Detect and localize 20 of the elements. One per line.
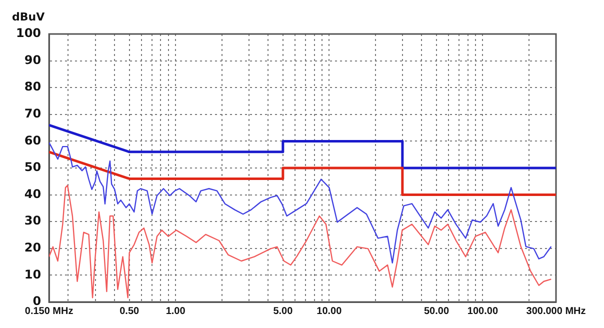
x-tick-label: 50.00 (424, 306, 450, 317)
x-tick-label: 10.00 (316, 306, 342, 317)
y-tick-label: 50 (24, 160, 42, 174)
y-axis-title: dBuV (12, 10, 46, 24)
y-tick-label: 10 (24, 267, 42, 282)
x-tick-label: 5.00 (273, 306, 294, 317)
y-tick-label: 30 (24, 214, 42, 228)
y-tick-label: 40 (24, 186, 42, 201)
y-tick-label: 20 (24, 240, 42, 255)
x-tick-label: 0.150 MHz (24, 306, 74, 317)
x-tick-label: 100.00 (467, 306, 498, 317)
y-tick-label: 70 (24, 106, 42, 121)
y-tick-label: 100 (16, 26, 42, 40)
y-tick-label: 90 (24, 52, 42, 67)
y-tick-label: 60 (24, 133, 42, 148)
x-tick-label: 0.50 (120, 306, 140, 317)
y-tick-label: 0 (32, 294, 42, 308)
x-tick-label: 1.00 (166, 306, 186, 317)
y-tick-label: 80 (24, 80, 42, 94)
x-tick-label: 300.000 MHz (526, 306, 586, 317)
